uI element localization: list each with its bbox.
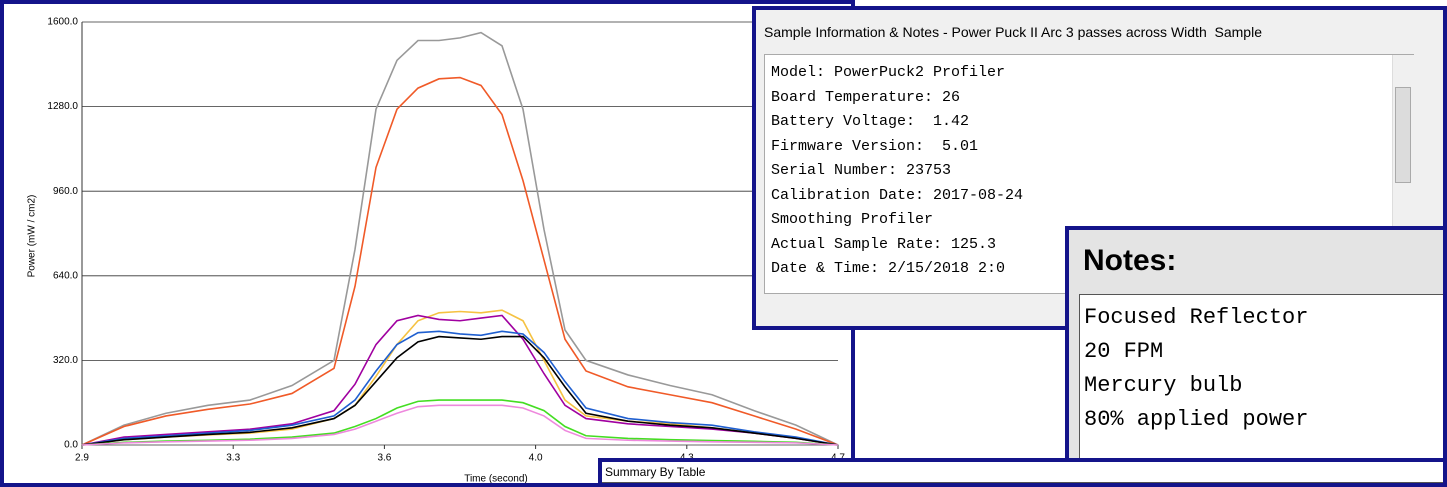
summary-panel: Summary By Table [598,458,1447,487]
chart-panel: Time (second) Power (mW / cm2) 0.0 320.0 6… [0,0,855,487]
summary-title: Summary By Table [602,462,1443,483]
series-line [81,404,839,446]
series-line [81,31,839,446]
notes-panel: Notes: Focused Reflector 20 FPM Mercury bu… [1065,226,1447,462]
series-line [81,314,839,446]
series-line [81,335,839,446]
y-tick-label: 0.0 [64,440,78,451]
x-tick-label: 4.0 [529,453,543,464]
series-line [81,330,839,446]
series-line [81,76,839,446]
y-tick-label: 320.0 [53,355,78,366]
y-tick-label: 1280.0 [47,101,78,112]
x-tick-label: 3.6 [377,453,391,464]
x-axis-title: Time (second) [464,474,528,483]
y-tick-label: 640.0 [53,270,78,281]
text-line: 80% applied power [1084,407,1309,432]
y-axis-title: Power (mW / cm2) [27,195,38,278]
text-line: Model: PowerPuck2 Profiler [771,64,1006,81]
text-line: Smoothing Profiler [771,211,934,228]
text-line: Mercury bulb [1084,373,1243,398]
chart: Time (second) Power (mW / cm2) 0.0 320.0 6… [27,17,846,483]
y-tick-label: 960.0 [53,186,78,197]
text-line: Date & Time: 2/15/2018 2:0 [771,260,1006,277]
series-line [81,309,839,446]
text-line: Board Temperature: 26 [771,88,961,106]
text-line: Firmware Version: 5.01 [771,137,979,155]
text-line: Calibration Date: 2017-08-24 [771,186,1024,204]
text-line: Actual Sample Rate: 125.3 [771,235,997,253]
notes-text-box[interactable]: Focused Reflector 20 FPM Mercury bulb 80% a… [1079,294,1443,458]
notes-title: Notes: [1083,244,1177,277]
text-line: Serial Number: 23753 [771,162,952,179]
x-tick-label: 2.9 [75,453,89,464]
y-tick-label: 1600.0 [47,17,78,28]
text-line: Battery Voltage: 1.42 [771,113,970,130]
text-line: Focused Reflector [1084,305,1309,330]
x-tick-label: 3.3 [226,453,240,464]
text-line: 20 FPM [1084,339,1164,364]
panel-title: Sample Information & Notes - Power Puck … [764,24,1262,40]
scroll-thumb[interactable] [1395,87,1411,183]
series-line [81,399,839,446]
